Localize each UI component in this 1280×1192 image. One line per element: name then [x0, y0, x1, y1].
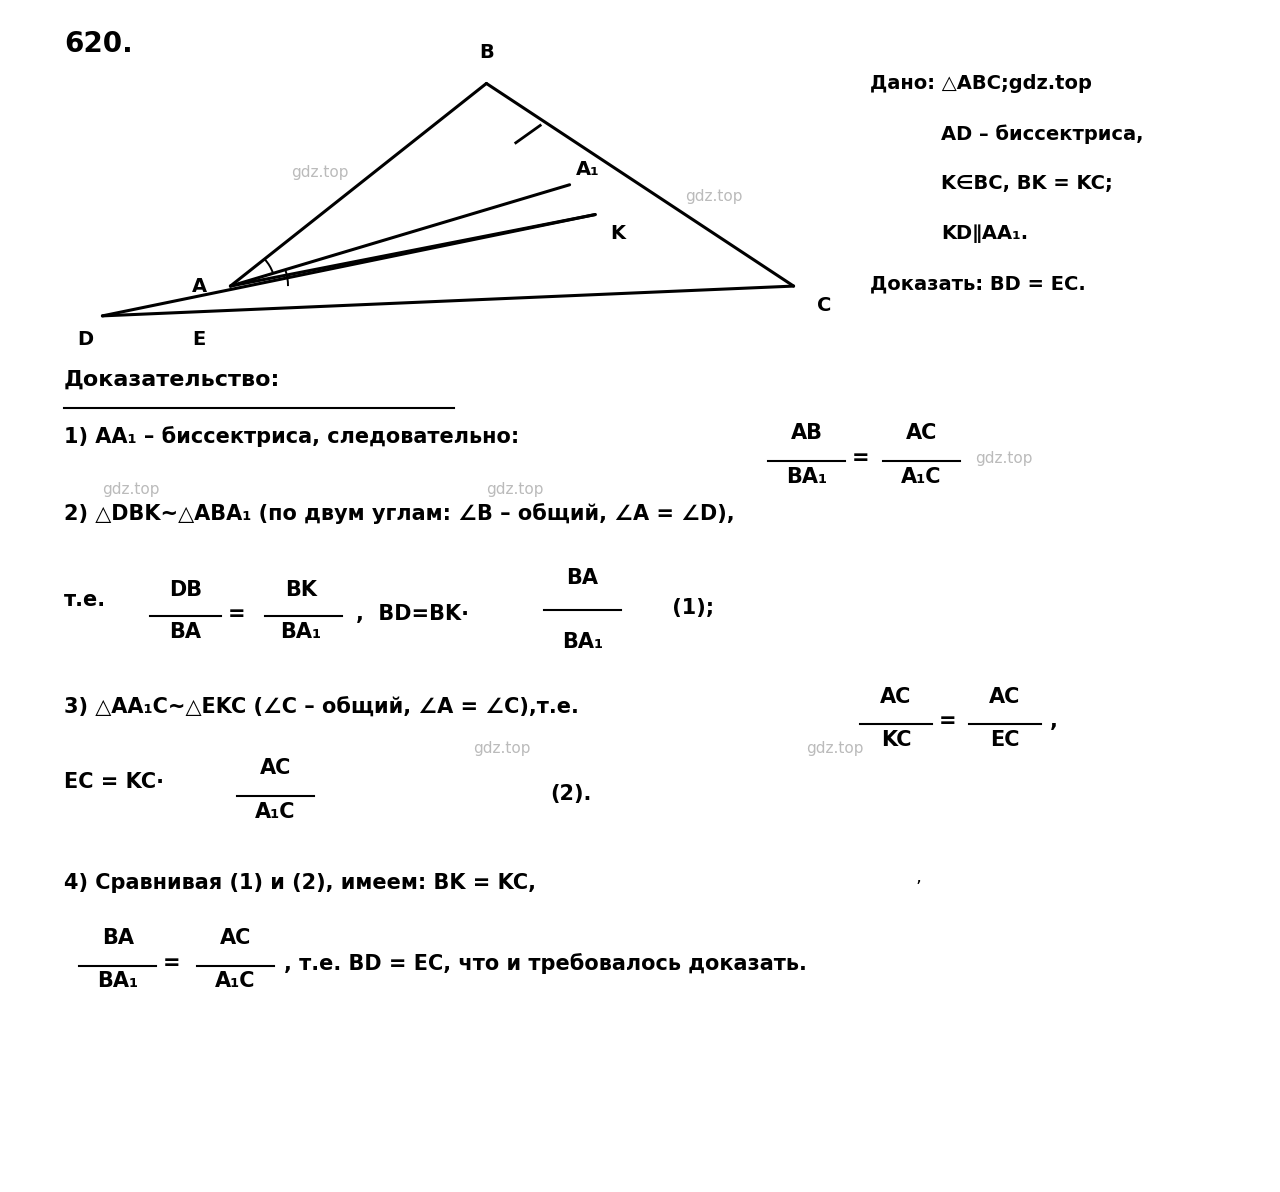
Text: BA: BA: [169, 622, 202, 642]
Text: AB: AB: [791, 423, 823, 443]
Text: (1);: (1);: [636, 598, 714, 617]
Text: BA₁: BA₁: [280, 622, 321, 642]
Text: gdz.top: gdz.top: [685, 190, 742, 204]
Text: AC: AC: [906, 423, 937, 443]
Text: KC: KC: [881, 730, 911, 750]
Text: gdz.top: gdz.top: [806, 741, 864, 757]
Text: ʼ: ʼ: [915, 879, 920, 896]
Text: BA₁: BA₁: [97, 971, 138, 992]
Text: AC: AC: [989, 687, 1020, 707]
Text: gdz.top: gdz.top: [975, 452, 1033, 466]
Text: Доказать: BD = EC.: Доказать: BD = EC.: [870, 274, 1087, 293]
Text: DB: DB: [169, 579, 202, 600]
Text: EC: EC: [989, 730, 1020, 750]
Text: AD – биссектриса,: AD – биссектриса,: [941, 124, 1143, 143]
Text: A₁C: A₁C: [215, 971, 256, 992]
Text: EC = KC·: EC = KC·: [64, 772, 164, 793]
Text: 2) △DBK~△ABA₁ (по двум углам: ∠B – общий, ∠A = ∠D),: 2) △DBK~△ABA₁ (по двум углам: ∠B – общий…: [64, 503, 735, 524]
Text: BA: BA: [566, 567, 599, 588]
Text: (2).: (2).: [550, 784, 591, 803]
Text: gdz.top: gdz.top: [292, 166, 348, 180]
Text: =: =: [938, 712, 956, 731]
Text: AC: AC: [881, 687, 911, 707]
Text: K∈BC, BK = KC;: K∈BC, BK = KC;: [941, 174, 1112, 193]
Text: ,: ,: [1050, 712, 1057, 731]
Text: AC: AC: [220, 927, 251, 948]
Text: KD∥AA₁.: KD∥AA₁.: [941, 224, 1028, 243]
Text: K: K: [611, 224, 626, 243]
Text: т.е.: т.е.: [64, 590, 106, 610]
Text: BA₁: BA₁: [786, 467, 827, 488]
Text: 3) △AA₁C~△ЕKC (∠C – общий, ∠A = ∠C),т.е.: 3) △AA₁C~△ЕKC (∠C – общий, ∠A = ∠C),т.е.: [64, 697, 579, 718]
Text: 620.: 620.: [64, 30, 133, 57]
Text: gdz.top: gdz.top: [474, 741, 531, 757]
Text: gdz.top: gdz.top: [486, 482, 544, 497]
Text: Доказательство:: Доказательство:: [64, 370, 280, 390]
Text: A₁C: A₁C: [255, 802, 296, 822]
Text: AC: AC: [260, 758, 291, 778]
Text: BA₁: BA₁: [562, 632, 603, 652]
Text: gdz.top: gdz.top: [102, 482, 160, 497]
Text: Дано: △ABC;gdz.top: Дано: △ABC;gdz.top: [870, 74, 1092, 93]
Text: ,  BD=BK·: , BD=BK·: [356, 604, 468, 623]
Text: 1) AA₁ – биссектриса, следовательно:: 1) AA₁ – биссектриса, следовательно:: [64, 426, 520, 447]
Text: B: B: [479, 43, 494, 62]
Text: BA: BA: [102, 927, 133, 948]
Text: A: A: [192, 277, 207, 296]
Text: A₁C: A₁C: [901, 467, 942, 488]
Text: =: =: [851, 448, 869, 467]
Text: A₁: A₁: [576, 160, 600, 179]
Text: D: D: [77, 330, 93, 349]
Text: C: C: [817, 296, 831, 315]
Text: =: =: [228, 604, 246, 623]
Text: , т.е. BD = EC, что и требовалось доказать.: , т.е. BD = EC, что и требовалось доказа…: [284, 952, 806, 974]
Text: =: =: [163, 954, 180, 973]
Text: BK: BK: [284, 579, 316, 600]
Text: 4) Сравнивая (1) и (2), имеем: BK = KC,: 4) Сравнивая (1) и (2), имеем: BK = KC,: [64, 873, 536, 893]
Text: E: E: [192, 330, 205, 349]
